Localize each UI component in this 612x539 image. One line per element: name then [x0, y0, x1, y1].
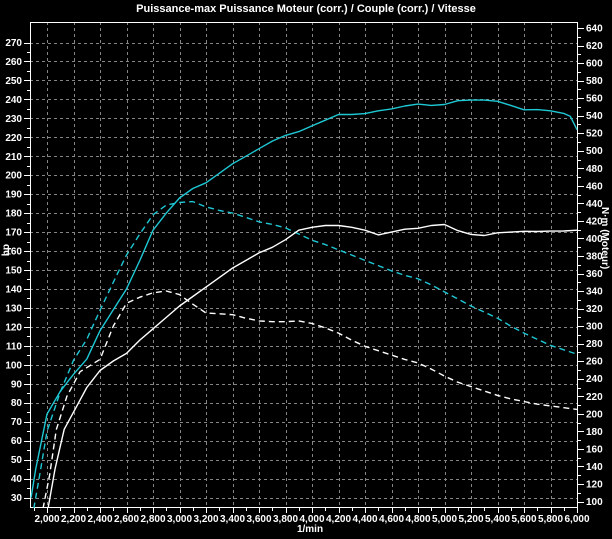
x-tick-label: 3,400 [220, 514, 245, 525]
right-tick-label: 460 [586, 181, 603, 192]
curve-cyan-dashed [33, 200, 578, 508]
left-axis-unit-label: hp [1, 244, 12, 257]
curve-cyan-solid [30, 99, 578, 498]
left-tick-label: 70 [11, 417, 23, 428]
left-tick-label: 210 [5, 152, 22, 163]
left-tick-label: 160 [5, 247, 22, 258]
left-tick-label: 50 [11, 455, 23, 466]
right-tick-label: 340 [586, 287, 603, 298]
x-tick-label: 4,800 [405, 514, 430, 525]
x-tick-label: 4,000 [299, 514, 324, 525]
right-tick-label: 280 [586, 339, 603, 350]
left-tick-label: 220 [5, 133, 22, 144]
right-tick-label: 500 [586, 146, 603, 157]
left-tick-label: 230 [5, 114, 22, 125]
x-tick-label: 5,800 [538, 514, 563, 525]
left-tick-label: 180 [5, 209, 22, 220]
plot-border [30, 22, 578, 508]
x-tick-label: 4,200 [326, 514, 351, 525]
x-tick-label: 2,000 [34, 514, 59, 525]
left-tick-label: 110 [6, 341, 23, 352]
right-tick-label: 100 [586, 497, 603, 508]
x-tick-label: 4,400 [352, 514, 377, 525]
x-axis-unit-label: 1/min [296, 524, 324, 535]
right-tick-label: 420 [586, 216, 603, 227]
x-tick-label: 3,000 [167, 514, 192, 525]
right-tick-label: 600 [586, 59, 603, 70]
right-tick-label: 440 [586, 199, 603, 210]
left-tick-label: 30 [11, 493, 23, 504]
x-tick-label: 5,000 [432, 514, 457, 525]
chart-title: Puissance-max Puissance Moteur (corr.) /… [136, 3, 476, 15]
curve-white-dashed [42, 290, 578, 508]
curve-white-solid [47, 223, 578, 508]
x-tick-label: 5,200 [458, 514, 483, 525]
right-tick-label: 200 [586, 409, 603, 420]
right-tick-label: 640 [586, 23, 603, 34]
right-tick-label: 260 [586, 357, 603, 368]
x-tick-label: 2,600 [114, 514, 139, 525]
left-tick-label: 100 [5, 360, 22, 371]
left-tick-label: 60 [11, 436, 23, 447]
right-tick-label: 400 [586, 234, 603, 245]
x-tick-label: 2,400 [87, 514, 112, 525]
right-tick-label: 180 [586, 427, 603, 438]
left-tick-label: 40 [11, 474, 23, 485]
right-tick-label: 620 [586, 41, 603, 52]
left-tick-label: 190 [5, 190, 22, 201]
left-tick-label: 120 [5, 322, 22, 333]
x-tick-label: 3,800 [273, 514, 298, 525]
right-tick-label: 320 [586, 304, 603, 315]
right-tick-label: 520 [586, 129, 603, 140]
left-tick-label: 200 [5, 171, 22, 182]
x-tick-label: 5,400 [485, 514, 510, 525]
left-tick-label: 240 [5, 95, 22, 106]
x-tick-label: 3,200 [193, 514, 218, 525]
right-tick-label: 360 [586, 269, 603, 280]
right-tick-label: 240 [586, 374, 603, 385]
left-tick-label: 130 [5, 303, 22, 314]
left-tick-label: 270 [5, 38, 22, 49]
left-tick-label: 140 [5, 284, 22, 295]
right-tick-label: 140 [586, 462, 603, 473]
left-tick-label: 170 [5, 228, 22, 239]
x-tick-label: 4,600 [379, 514, 404, 525]
right-tick-label: 480 [586, 164, 603, 175]
left-tick-label: 90 [11, 379, 23, 390]
right-tick-label: 540 [586, 111, 603, 122]
left-tick-label: 80 [11, 398, 23, 409]
right-tick-label: 380 [586, 251, 603, 262]
right-tick-label: 160 [586, 444, 603, 455]
right-tick-label: 220 [586, 392, 603, 403]
left-tick-label: 260 [5, 57, 22, 68]
right-tick-label: 580 [586, 76, 603, 87]
left-tick-label: 150 [5, 266, 22, 277]
right-tick-label: 120 [586, 479, 603, 490]
right-axis-unit-label: N·m (Moteur) [599, 207, 610, 270]
x-tick-label: 3,600 [246, 514, 271, 525]
x-tick-label: 2,800 [140, 514, 165, 525]
x-tick-label: 2,200 [61, 514, 86, 525]
right-tick-label: 560 [586, 94, 603, 105]
left-tick-label: 250 [5, 76, 22, 87]
x-tick-label: 6,000 [564, 514, 589, 525]
right-tick-label: 300 [586, 322, 603, 333]
x-tick-label: 5,600 [511, 514, 536, 525]
